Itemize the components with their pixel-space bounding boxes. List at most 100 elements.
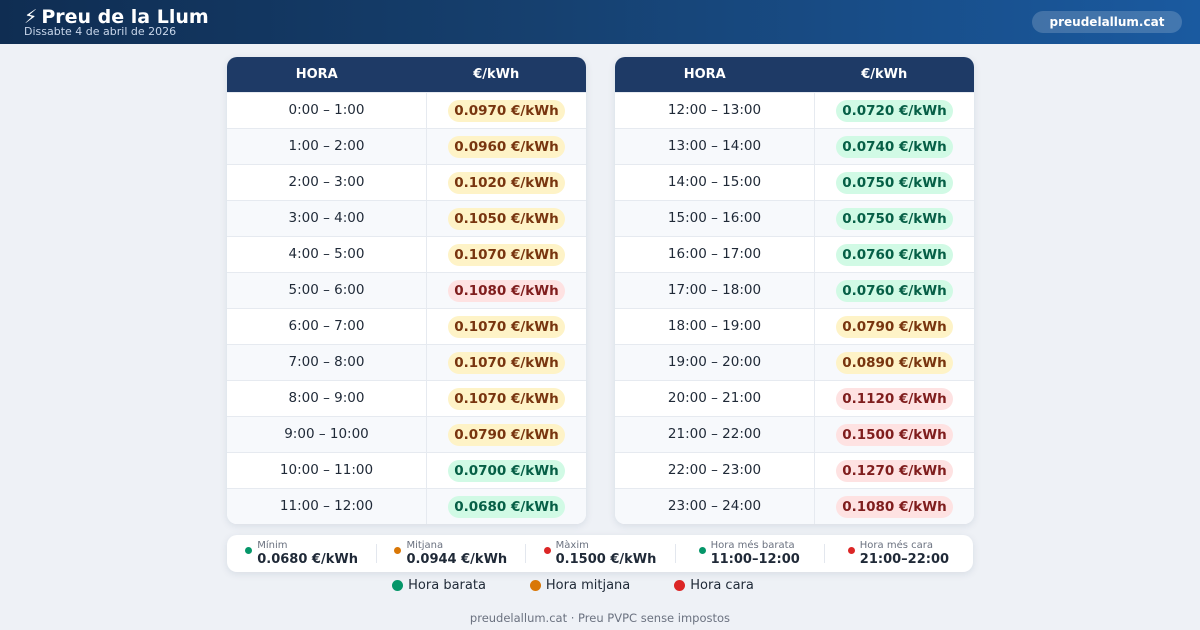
status-dot-icon [245,547,253,554]
table-header: HORA €/kWh [615,57,974,92]
legend-dot-icon [529,580,541,591]
legend-label: Hora barata [408,578,486,593]
price-cell: 0.0760 €/kWh [815,237,974,272]
table-row: 0:00 – 1:00 0.0970 €/kWh [227,92,586,128]
status-dot-icon [394,547,402,554]
price-badge: 0.0970 €/kWh [448,99,565,122]
price-badge: 0.0760 €/kWh [836,243,953,266]
legend-item: Hora cara [674,578,754,593]
hour-range: 22:00 – 23:00 [615,453,815,488]
hour-range: 3:00 – 4:00 [227,201,427,236]
price-badge: 0.1120 €/kWh [836,387,953,410]
price-badge: 0.0790 €/kWh [836,315,953,338]
price-table-afternoon: HORA €/kWh 12:00 – 13:00 0.0720 €/kWh 13:0… [615,57,974,524]
table-row: 12:00 – 13:00 0.0720 €/kWh [615,92,974,128]
status-dot-icon [698,547,706,554]
price-cell: 0.0970 €/kWh [427,93,586,128]
price-badge: 0.1070 €/kWh [448,243,565,266]
price-cell: 0.0960 €/kWh [427,129,586,164]
status-dot-icon [543,547,551,554]
table-row: 15:00 – 16:00 0.0750 €/kWh [615,200,974,236]
hour-range: 8:00 – 9:00 [227,381,427,416]
summary-stat-text: Mitjana 0.0944 €/kWh [406,540,507,567]
price-badge: 0.1050 €/kWh [448,207,565,230]
price-cell: 0.1120 €/kWh [815,381,974,416]
table-row: 7:00 – 8:00 0.1070 €/kWh [227,344,586,380]
price-cell: 0.1070 €/kWh [427,381,586,416]
hour-range: 0:00 – 1:00 [227,93,427,128]
summary-stat-label: Hora més cara [859,540,933,551]
table-row: 2:00 – 3:00 0.1020 €/kWh [227,164,586,200]
hour-range: 13:00 – 14:00 [615,129,815,164]
price-badge: 0.0680 €/kWh [448,495,565,518]
price-legend: Hora barata Hora mitjana Hora cara [0,578,1146,593]
hour-range: 11:00 – 12:00 [227,489,427,524]
price-cell: 0.1020 €/kWh [427,165,586,200]
current-date: Dissabte 4 de abril de 2026 [24,25,177,38]
price-badge: 0.1080 €/kWh [836,495,953,518]
price-cell: 0.0740 €/kWh [815,129,974,164]
table-row: 1:00 – 2:00 0.0960 €/kWh [227,128,586,164]
table-row: 14:00 – 15:00 0.0750 €/kWh [615,164,974,200]
table-row: 23:00 – 24:00 0.1080 €/kWh [615,488,974,524]
status-dot-icon [847,547,855,554]
summary-stat-label: Hora més barata [710,540,795,551]
hour-range: 6:00 – 7:00 [227,309,427,344]
price-badge: 0.0790 €/kWh [448,423,565,446]
price-badge: 0.1020 €/kWh [448,171,565,194]
column-header-hour: HORA [683,67,726,82]
footer-note: preudelallum.cat · Preu PVPC sense impos… [469,611,731,625]
price-table-morning: HORA €/kWh 0:00 – 1:00 0.0970 €/kWh 1:00 –… [227,57,586,524]
price-cell: 0.0790 €/kWh [427,417,586,452]
table-body: 12:00 – 13:00 0.0720 €/kWh 13:00 – 14:00 0.… [615,92,974,524]
legend-dot-icon [392,580,404,591]
lightning-bolt-icon: ⚡ [24,6,38,28]
table-row: 10:00 – 11:00 0.0700 €/kWh [227,452,586,488]
table-row: 13:00 – 14:00 0.0740 €/kWh [615,128,974,164]
hour-range: 23:00 – 24:00 [615,489,815,524]
price-cell: 0.0790 €/kWh [815,309,974,344]
table-row: 5:00 – 6:00 0.1080 €/kWh [227,272,586,308]
hour-range: 16:00 – 17:00 [615,237,815,272]
summary-stat: Hora més cara 21:00–22:00 [823,535,973,572]
app-header: ⚡ Preu de la Llum Dissabte 4 de abril de … [0,0,1200,44]
hour-range: 5:00 – 6:00 [227,273,427,308]
table-row: 4:00 – 5:00 0.1070 €/kWh [227,236,586,272]
hour-range: 9:00 – 10:00 [227,417,427,452]
price-badge: 0.0740 €/kWh [836,135,953,158]
table-row: 16:00 – 17:00 0.0760 €/kWh [615,236,974,272]
brand: ⚡ Preu de la Llum [24,6,209,28]
hour-range: 18:00 – 19:00 [615,309,815,344]
summary-stat: Màxim 0.1500 €/kWh [525,535,674,572]
price-badge: 0.1270 €/kWh [836,459,953,482]
column-header-price: €/kWh [861,67,908,82]
price-badge: 0.1070 €/kWh [448,387,565,410]
price-badge: 0.1080 €/kWh [448,279,565,302]
price-cell: 0.1070 €/kWh [427,237,586,272]
price-cell: 0.1080 €/kWh [427,273,586,308]
price-cell: 0.1070 €/kWh [427,309,586,344]
price-cell: 0.0720 €/kWh [815,93,974,128]
hour-range: 19:00 – 20:00 [615,345,815,380]
hour-range: 7:00 – 8:00 [227,345,427,380]
summary-stat: Hora més barata 11:00–12:00 [674,535,824,572]
summary-stat-value: 11:00–12:00 [710,552,800,567]
price-badge: 0.0750 €/kWh [836,207,953,230]
legend-dot-icon [674,580,686,591]
price-badge: 0.0700 €/kWh [448,459,565,482]
price-cell: 0.0750 €/kWh [815,201,974,236]
price-badge: 0.0960 €/kWh [448,135,565,158]
column-header-price: €/kWh [473,67,520,82]
hour-range: 2:00 – 3:00 [227,165,427,200]
site-link[interactable]: preudelallum.cat [1032,11,1182,33]
column-header-hour: HORA [295,67,338,82]
table-row: 20:00 – 21:00 0.1120 €/kWh [615,380,974,416]
table-row: 21:00 – 22:00 0.1500 €/kWh [615,416,974,452]
summary-stat: Mínim 0.0680 €/kWh [227,535,376,572]
price-cell: 0.1500 €/kWh [815,417,974,452]
table-row: 6:00 – 7:00 0.1070 €/kWh [227,308,586,344]
table-body: 0:00 – 1:00 0.0970 €/kWh 1:00 – 2:00 0.0960… [227,92,586,524]
summary-stat-value: 0.1500 €/kWh [555,552,657,567]
hour-range: 17:00 – 18:00 [615,273,815,308]
summary-stat-text: Hora més barata 11:00–12:00 [711,540,800,567]
